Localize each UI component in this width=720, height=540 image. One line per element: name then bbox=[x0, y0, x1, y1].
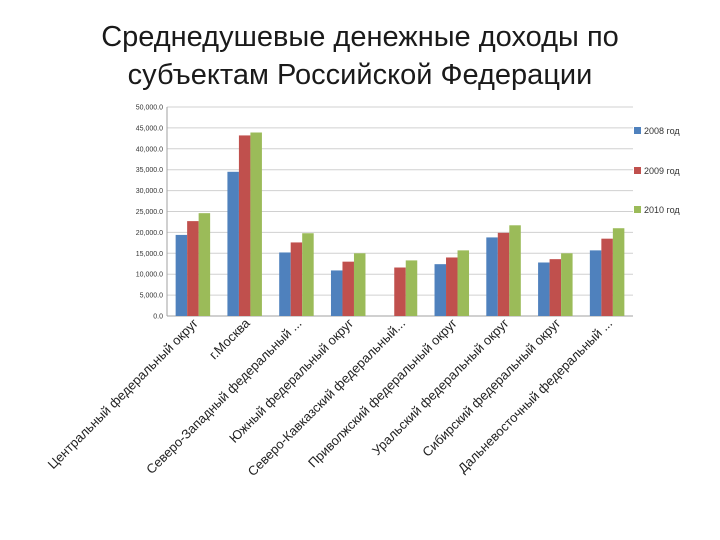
chart-title-line-1: Среднедушевые денежные доходы по bbox=[101, 21, 619, 53]
y-tick-label: 0.0 bbox=[153, 314, 163, 321]
bar bbox=[549, 259, 562, 316]
y-tick-label: 45,000.0 bbox=[136, 125, 163, 132]
chart-title-line-2: субъектам Российской Федерации bbox=[127, 59, 593, 91]
y-tick-label: 40,000.0 bbox=[136, 146, 163, 153]
bar bbox=[198, 213, 211, 316]
bar bbox=[601, 238, 613, 316]
legend-swatch bbox=[634, 127, 641, 134]
y-tick-label: 50,000.0 bbox=[136, 105, 163, 112]
bar bbox=[175, 234, 188, 316]
legend-label: 2009 год bbox=[644, 166, 680, 176]
legend: 2008 год 2009 год 2010 год bbox=[634, 126, 680, 215]
bar bbox=[279, 252, 291, 316]
y-tick-label: 25,000.0 bbox=[136, 209, 163, 216]
y-tick-label: 10,000.0 bbox=[136, 272, 163, 279]
bar bbox=[405, 260, 418, 316]
chart-title: Среднедушевые денежные доходы по субъект… bbox=[60, 18, 660, 94]
bar bbox=[434, 264, 447, 316]
legend-label: 2008 год bbox=[644, 126, 680, 136]
category-label: г.Москва bbox=[206, 315, 253, 362]
bar bbox=[589, 250, 602, 316]
legend-swatch bbox=[634, 206, 641, 213]
bar bbox=[330, 270, 343, 316]
bar bbox=[538, 262, 550, 316]
bar bbox=[612, 228, 625, 316]
bar bbox=[446, 257, 458, 316]
category-labels: Центральный федеральный округ г.МоскваСев… bbox=[45, 315, 616, 479]
y-tick-label: 35,000.0 bbox=[136, 167, 163, 174]
bar bbox=[509, 225, 521, 316]
bar bbox=[561, 253, 573, 316]
bar bbox=[342, 261, 354, 316]
bar bbox=[353, 253, 366, 316]
bar bbox=[187, 221, 199, 316]
bar bbox=[227, 171, 239, 316]
bars bbox=[175, 132, 625, 316]
bar bbox=[238, 135, 251, 316]
bar bbox=[250, 132, 262, 316]
bar bbox=[486, 237, 498, 316]
y-tick-label: 20,000.0 bbox=[136, 230, 163, 237]
bar bbox=[497, 232, 510, 316]
bar bbox=[394, 267, 406, 316]
legend-swatch bbox=[634, 167, 641, 174]
y-tick-label: 15,000.0 bbox=[136, 251, 163, 258]
y-tick-label: 30,000.0 bbox=[136, 188, 163, 195]
bar bbox=[302, 233, 314, 316]
legend-label: 2010 год bbox=[644, 205, 680, 215]
bar bbox=[290, 242, 303, 316]
y-tick-label: 5,000.0 bbox=[140, 293, 163, 300]
bar bbox=[457, 250, 470, 316]
